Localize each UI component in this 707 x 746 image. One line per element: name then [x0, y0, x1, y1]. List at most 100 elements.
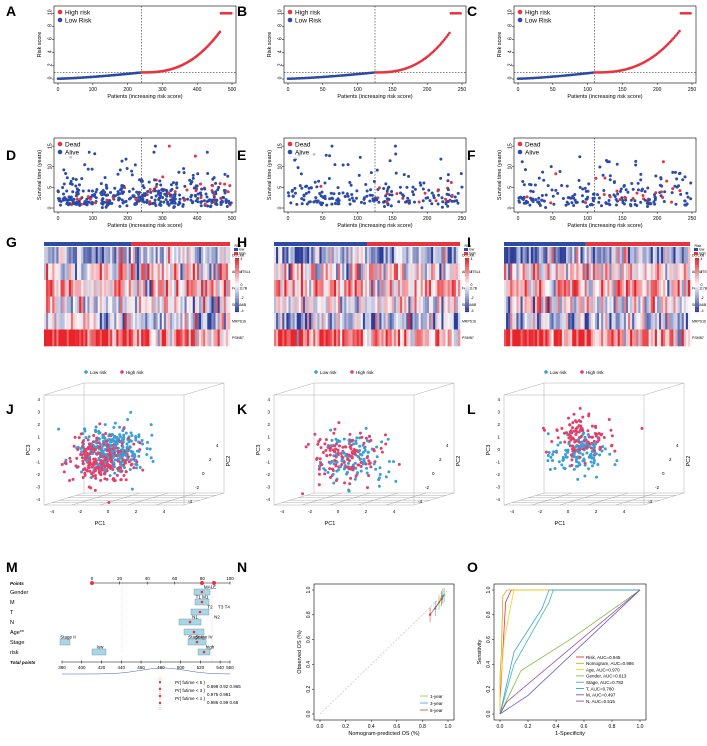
alive-point: [663, 190, 667, 194]
heatmap-cell: [588, 280, 592, 297]
heatmap-cell: [677, 247, 680, 264]
heatmap-cell: [209, 247, 212, 264]
pc3-tick: 0: [37, 447, 40, 452]
low-risk-point: [94, 445, 98, 449]
heatmap-cell: [52, 313, 55, 330]
box-edge: [643, 382, 685, 396]
category-tag: N1: [192, 615, 198, 620]
heatmap-cell: [336, 296, 339, 314]
heatmap-cell: [601, 329, 604, 347]
heatmap-cell: [514, 296, 517, 314]
legend-swatch-high: [694, 252, 698, 255]
pc3-tick: 2: [37, 422, 40, 427]
heatmap-cell: [524, 329, 528, 347]
heatmap-cell: [400, 280, 403, 297]
alive-point: [207, 199, 211, 203]
low-risk-point: [64, 458, 68, 462]
heatmap-cell: [54, 313, 57, 330]
high-risk-point: [380, 450, 384, 454]
heatmap-cell: [572, 263, 575, 281]
alive-point: [169, 189, 173, 193]
heatmap-cell: [395, 329, 399, 347]
grid-line: [559, 492, 601, 506]
heatmap-cell: [143, 313, 146, 330]
heatmap-cell: [383, 296, 386, 314]
dead-point: [641, 194, 645, 198]
heatmap-cell: [122, 247, 125, 264]
alive-point: [118, 192, 122, 196]
heatmap-cell: [451, 280, 455, 297]
heatmap-cell: [642, 329, 645, 347]
heatmap-cell: [157, 296, 161, 314]
heatmap-cell: [151, 313, 154, 330]
scale-step: [235, 276, 239, 278]
heatmap-cell: [56, 296, 59, 314]
high-risk-point: [115, 446, 119, 450]
alive-point: [214, 181, 218, 185]
alive-point: [127, 190, 131, 194]
heatmap-cell: [406, 280, 409, 297]
high-risk-point: [348, 432, 352, 436]
dead-point: [395, 192, 399, 196]
alive-point: [59, 203, 63, 207]
alive-point: [109, 190, 113, 194]
heatmap-cell: [566, 296, 569, 314]
high-risk-point: [99, 478, 103, 482]
heatmap-cell: [599, 313, 602, 330]
scale-step: [465, 306, 469, 309]
low-risk-point: [113, 458, 117, 462]
high-risk-point: [360, 435, 364, 439]
heatmap-cell: [336, 329, 339, 347]
heatmap-cell: [54, 329, 57, 347]
heatmap-cell: [669, 313, 672, 330]
heatmap-cell: [288, 313, 291, 330]
heatmap-cell: [652, 263, 656, 281]
gene-label: DOCK6: [692, 253, 704, 257]
box-edge: [643, 492, 685, 506]
heatmap-cell: [81, 280, 84, 297]
legend-label: 5-year: [430, 708, 443, 713]
heatmap-cell: [354, 296, 357, 314]
low-risk-point: [549, 455, 553, 459]
alive-point: [566, 202, 570, 206]
heatmap-cell: [213, 313, 216, 330]
plot-frame: [53, 137, 237, 213]
scale-step: [695, 272, 699, 275]
legend-label-low: Low risk: [90, 370, 107, 375]
low-risk-point: [103, 468, 107, 472]
heatmap-cell: [561, 280, 565, 297]
heatmap-cell: [445, 329, 448, 347]
heatmap-cell: [155, 313, 158, 330]
heatmap-cell: [141, 263, 144, 281]
heatmap-cell: [603, 329, 606, 347]
heatmap-cell: [168, 280, 171, 297]
heatmap-cell: [609, 280, 612, 297]
heatmap-cell: [615, 247, 618, 264]
heatmap-cell: [406, 313, 409, 330]
heatmap-cell: [582, 296, 585, 314]
heatmap-cell: [586, 280, 590, 297]
low-risk-point: [365, 471, 369, 475]
low-risk-point: [108, 474, 112, 478]
high-risk-point: [358, 431, 362, 435]
pc2-tick: -2: [195, 485, 199, 490]
heatmap-cell: [99, 296, 103, 314]
heatmap-cell: [79, 280, 82, 297]
prob-marker: [158, 680, 162, 684]
heatmap-cell: [282, 247, 285, 264]
heatmap-cell: [174, 280, 177, 297]
heatmap-cell: [416, 247, 419, 264]
legend-label-high: High risk: [126, 370, 144, 375]
heatmap-cell: [288, 329, 291, 347]
heatmap-cell: [72, 247, 76, 264]
alive-point: [440, 196, 444, 200]
low-risk-point: [592, 458, 596, 462]
alive-point: [323, 181, 327, 185]
high-risk-point: [111, 477, 115, 481]
x-axis-label: Patients (increasing risk score): [337, 223, 412, 229]
heatmap-cell: [408, 329, 411, 347]
heatmap-cell: [381, 280, 384, 297]
heatmap-cell: [445, 247, 448, 264]
heatmap-cell: [648, 263, 652, 281]
low-risk-point: [572, 467, 576, 471]
